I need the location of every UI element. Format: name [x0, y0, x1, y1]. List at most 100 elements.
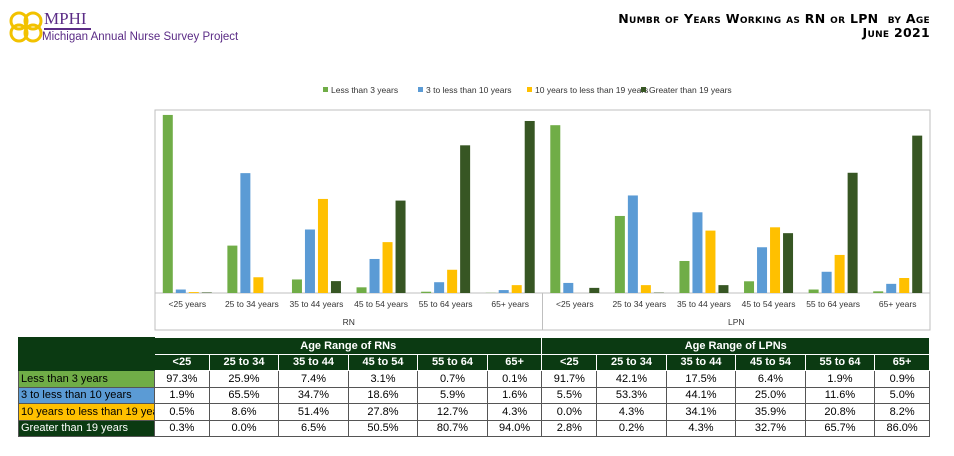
column-header: <25: [541, 353, 598, 371]
row-label: 10 years to less than 19 years: [18, 403, 155, 421]
category-label: 55 to 64 years: [806, 299, 860, 309]
table-row: Less than 3 years 97.3% 25.9% 7.4% 3.1% 0.7% 0…: [18, 370, 930, 388]
table-cell: 5.0%: [874, 386, 930, 404]
table-cell: 0.0%: [208, 419, 280, 437]
category-label: 35 to 44 years: [677, 299, 731, 309]
table-cell: 1.9%: [154, 386, 210, 404]
column-header: 45 to 54: [735, 353, 806, 371]
bar-lpn-1-1: [627, 195, 638, 293]
table-cell: 44.1%: [665, 386, 737, 404]
bar-rn-3-5: [524, 120, 535, 293]
row-label: Less than 3 years: [18, 370, 155, 388]
category-label: <25 years: [169, 299, 207, 309]
bar-rn-2-4: [447, 269, 458, 293]
rn-header: Age Range of RNs: [153, 337, 543, 355]
legend-swatch: [527, 87, 532, 92]
table-cell: 17.5%: [665, 370, 737, 388]
title-line-1: Numbr of Years Working as RN or LPN by A…: [618, 11, 930, 26]
bar-lpn-0-5: [873, 291, 884, 293]
row-label: 3 to less than 10 years: [18, 386, 155, 404]
bar-lpn-0-2: [679, 260, 690, 293]
table-corner: [18, 337, 155, 371]
table-cell: 34.1%: [665, 403, 737, 421]
column-header: 55 to 64: [804, 353, 876, 371]
table-cell: 0.7%: [417, 370, 488, 388]
table-row: Greater than 19 years 0.3% 0.0% 6.5% 50.5% 80…: [18, 419, 930, 437]
bar-chart: Less than 3 years 3 to less than 10 years…: [154, 85, 931, 331]
bar-lpn-3-0: [589, 287, 600, 293]
bar-lpn-3-3: [783, 233, 794, 293]
group-label: LPN: [728, 317, 745, 327]
table-cell: 6.5%: [278, 419, 349, 437]
table-cell: 0.1%: [486, 370, 543, 388]
logo-text: MPHI: [44, 10, 91, 30]
column-header: 65+: [874, 353, 930, 371]
column-header: 65+: [486, 353, 543, 371]
table-cell: 34.7%: [278, 386, 349, 404]
table-cell: 1.9%: [804, 370, 876, 388]
column-header: 35 to 44: [665, 353, 737, 371]
table-cell: 94.0%: [486, 419, 543, 437]
bar-rn-0-1: [227, 245, 238, 293]
table-cell: 65.5%: [208, 386, 280, 404]
bar-lpn-1-3: [757, 247, 768, 293]
bar-rn-2-5: [511, 285, 522, 293]
table-cell: 97.3%: [154, 370, 210, 388]
bar-lpn-0-4: [808, 289, 819, 293]
mphi-logo-icon: [9, 11, 43, 43]
table-cell: 42.1%: [596, 370, 667, 388]
bar-lpn-3-5: [912, 135, 923, 293]
bar-lpn-2-2: [705, 230, 716, 293]
table-cell: 91.7%: [541, 370, 598, 388]
bar-rn-0-4: [421, 291, 432, 293]
legend-label: 10 years to less than 19 years: [535, 85, 648, 95]
bar-rn-0-3: [356, 287, 367, 293]
bar-rn-2-1: [253, 277, 264, 293]
table-cell: 11.6%: [804, 386, 876, 404]
table-cell: 5.9%: [417, 386, 488, 404]
table-cell: 53.3%: [596, 386, 667, 404]
legend-label: Greater than 19 years: [649, 85, 732, 95]
table-cell: 2.8%: [541, 419, 598, 437]
bar-rn-3-4: [460, 145, 471, 293]
table-cell: 25.0%: [735, 386, 806, 404]
row-label: Greater than 19 years: [18, 419, 155, 437]
table-cell: 0.2%: [596, 419, 667, 437]
table-cell: 12.7%: [417, 403, 488, 421]
table-cell: 25.9%: [208, 370, 280, 388]
table-cell: 7.4%: [278, 370, 349, 388]
data-table: Age Range of RNs Age Range of LPNs <25 25…: [18, 337, 930, 437]
group-label: RN: [343, 317, 355, 327]
lpn-header: Age Range of LPNs: [541, 337, 930, 355]
bar-rn-2-2: [317, 198, 328, 293]
bar-rn-0-0: [162, 114, 173, 293]
bar-lpn-2-5: [899, 277, 910, 293]
column-header: 45 to 54: [347, 353, 419, 371]
column-header: 55 to 64: [417, 353, 488, 371]
table-cell: 50.5%: [347, 419, 419, 437]
bar-rn-2-3: [382, 242, 393, 293]
category-label: 45 to 54 years: [742, 299, 796, 309]
table-cell: 4.3%: [486, 403, 543, 421]
table-cell: 0.9%: [874, 370, 930, 388]
bar-rn-3-2: [330, 281, 341, 293]
category-label: 65+ years: [879, 299, 917, 309]
column-header: <25: [154, 353, 210, 371]
column-header: 25 to 34: [208, 353, 280, 371]
bar-lpn-1-2: [692, 212, 703, 293]
legend-label: 3 to less than 10 years: [426, 85, 512, 95]
table-cell: 5.5%: [541, 386, 598, 404]
column-header: 25 to 34: [596, 353, 667, 371]
title-line-2: June 2021: [862, 25, 930, 40]
category-label: 55 to 64 years: [419, 299, 473, 309]
table-cell: 3.1%: [347, 370, 419, 388]
bar-rn-2-0: [188, 292, 199, 293]
bar-lpn-0-0: [550, 125, 561, 294]
legend-swatch: [418, 87, 423, 92]
table-cell: 0.5%: [154, 403, 210, 421]
legend-swatch: [323, 87, 328, 92]
category-label: 35 to 44 years: [290, 299, 344, 309]
bar-rn-3-3: [395, 200, 406, 293]
bar-lpn-2-1: [640, 285, 651, 293]
